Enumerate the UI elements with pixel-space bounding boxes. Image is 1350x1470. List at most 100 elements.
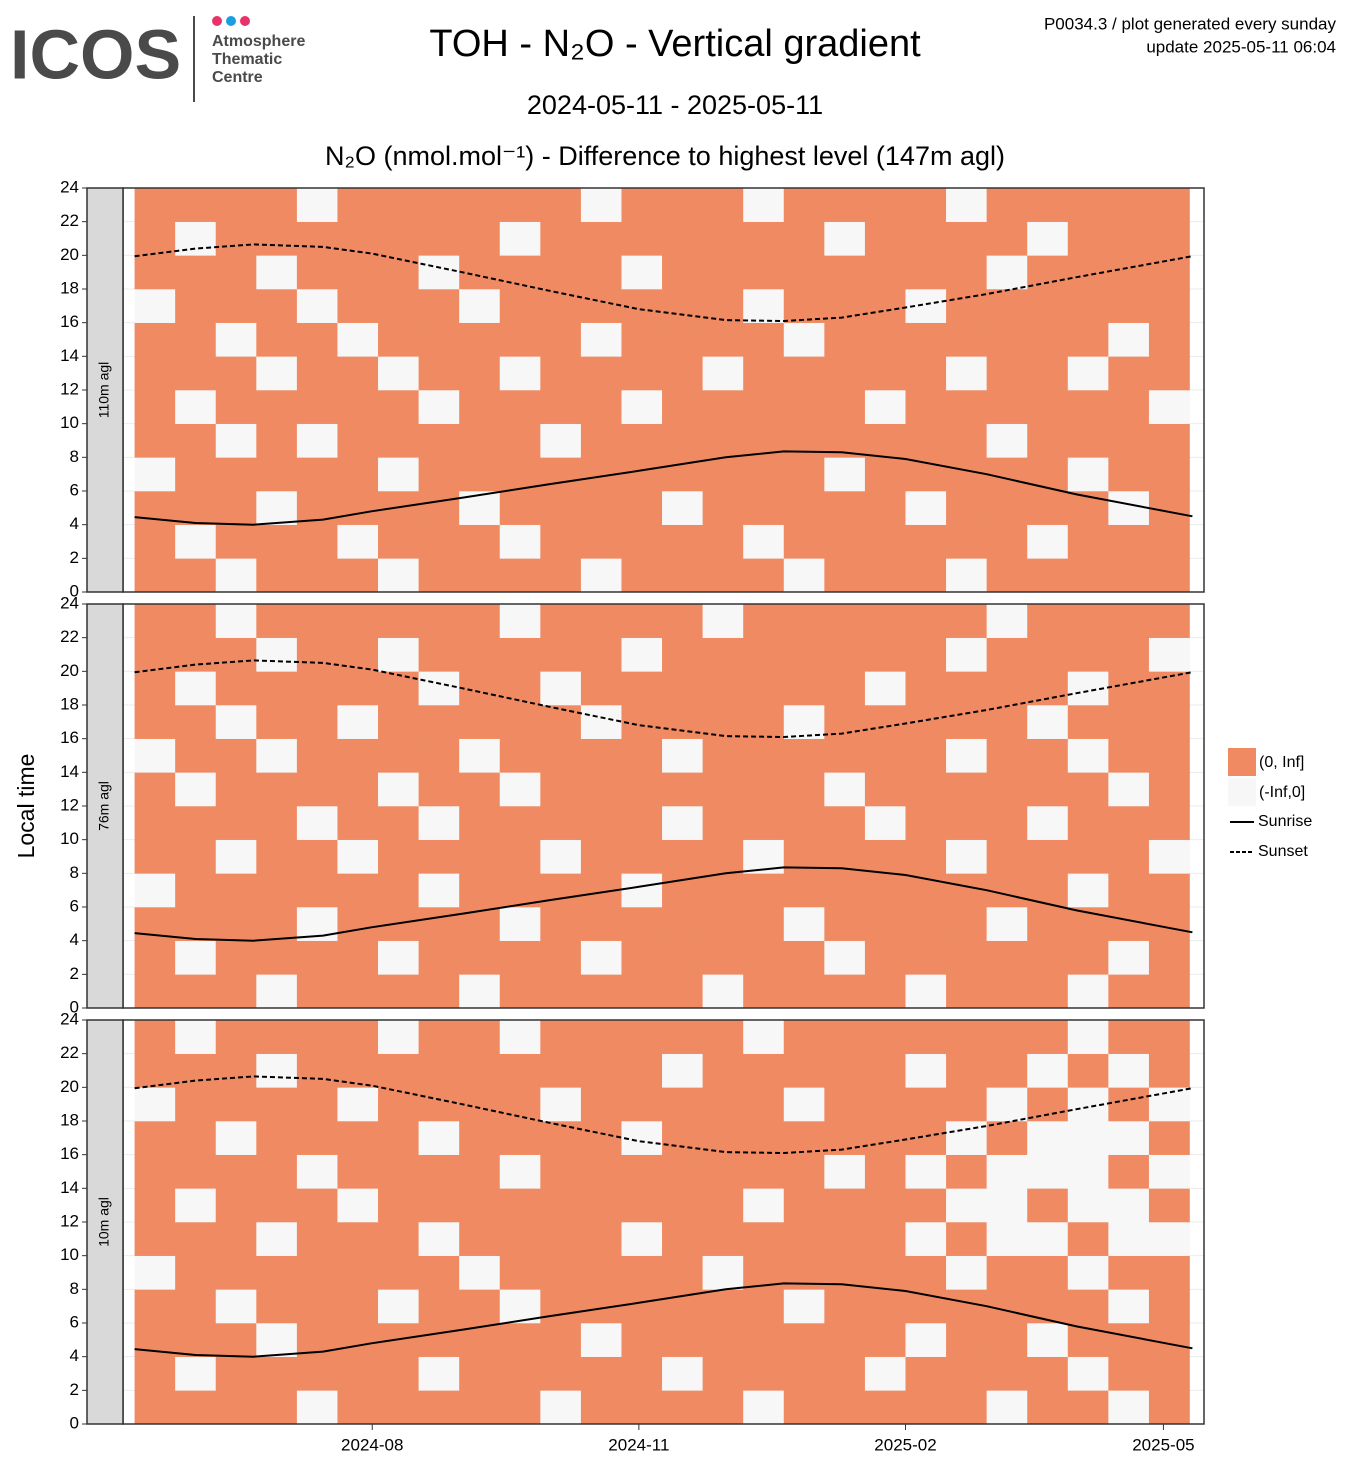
heat-cell xyxy=(1148,604,1190,638)
heat-cell xyxy=(1027,1323,1069,1357)
heat-cell xyxy=(824,457,866,492)
x-tick-label: 2024-11 xyxy=(608,1435,669,1454)
heat-cell xyxy=(621,423,663,458)
heat-cell xyxy=(1027,390,1069,424)
heat-cell xyxy=(1027,940,1069,975)
x-tick-label: 2025-02 xyxy=(874,1435,936,1454)
heat-cell xyxy=(540,1356,582,1391)
heat-cell xyxy=(580,289,622,323)
heat-cell xyxy=(1067,1289,1109,1324)
heat-cell xyxy=(824,806,866,840)
heat-cell xyxy=(621,1289,663,1324)
y-tick-label: 12 xyxy=(60,1211,79,1230)
heat-cell xyxy=(702,772,744,807)
heat-cell xyxy=(824,1356,866,1391)
heat-cell xyxy=(662,356,703,391)
heat-cell xyxy=(459,1289,501,1324)
heat-cell xyxy=(337,188,379,222)
heat-cell xyxy=(702,1020,744,1054)
heat-cell xyxy=(946,221,987,256)
heat-cell xyxy=(662,1121,703,1155)
heat-cell xyxy=(662,390,703,424)
heat-cell xyxy=(1067,558,1109,593)
heat-cell xyxy=(662,322,703,357)
heat-cell xyxy=(986,1020,1028,1054)
heat-cell xyxy=(215,1053,257,1088)
y-tick-label: 0 xyxy=(70,997,79,1016)
heat-cell xyxy=(743,558,785,593)
heat-cell xyxy=(1067,524,1109,559)
heat-cell xyxy=(296,873,338,908)
heat-cell xyxy=(1148,1323,1190,1357)
heat-cell xyxy=(215,772,257,807)
heat-cell xyxy=(337,1154,379,1189)
heat-cell xyxy=(905,558,947,593)
heat-cell xyxy=(459,188,501,222)
heat-cell xyxy=(946,907,987,941)
heat-cell xyxy=(215,524,257,559)
heat-cell xyxy=(783,1323,825,1357)
heat-cell xyxy=(134,524,176,559)
y-tick-label: 18 xyxy=(60,1110,79,1129)
heat-cell xyxy=(662,1087,703,1122)
heat-cell xyxy=(702,524,744,559)
heat-cell xyxy=(378,524,419,559)
logo-line: Atmosphere xyxy=(212,33,305,50)
y-tick-label: 4 xyxy=(70,1346,79,1365)
heat-cell xyxy=(986,1053,1028,1088)
heat-cell xyxy=(134,1255,176,1290)
heat-cell xyxy=(378,940,419,975)
heat-cell xyxy=(580,1087,622,1122)
heat-cell xyxy=(864,705,906,739)
heat-cell xyxy=(783,322,825,357)
heat-cell xyxy=(905,940,947,975)
heat-cell xyxy=(499,1154,541,1189)
heat-cell xyxy=(743,604,785,638)
heat-cell xyxy=(337,604,379,638)
heat-cell xyxy=(134,772,176,807)
heat-cell xyxy=(540,1020,582,1054)
heat-cell xyxy=(580,390,622,424)
heat-cell xyxy=(540,1289,582,1324)
heat-cell xyxy=(378,289,419,323)
heat-cell xyxy=(946,289,987,323)
heat-cell xyxy=(175,772,217,807)
heat-cell xyxy=(418,491,460,525)
heat-cell xyxy=(215,491,257,525)
heat-cell xyxy=(1027,1154,1069,1189)
heat-cell xyxy=(296,423,338,458)
heat-cell xyxy=(499,1323,541,1357)
heat-cell xyxy=(702,839,744,874)
heat-cell xyxy=(905,1188,947,1223)
heat-cell xyxy=(621,604,663,638)
heat-cell xyxy=(540,1255,582,1290)
heat-cell xyxy=(946,1323,987,1357)
heat-cell xyxy=(743,221,785,256)
heat-cell xyxy=(215,1020,257,1054)
y-tick-label: 8 xyxy=(70,863,79,882)
heat-cell xyxy=(1027,188,1069,222)
heat-cell xyxy=(256,491,298,525)
heat-cell xyxy=(337,839,379,874)
y-tick-label: 4 xyxy=(70,514,79,533)
heat-cell xyxy=(1067,457,1109,492)
heat-cell xyxy=(864,738,906,773)
heat-cell xyxy=(702,423,744,458)
heat-cell xyxy=(783,457,825,492)
heat-cell xyxy=(1148,457,1190,492)
heat-cell xyxy=(1027,1356,1069,1391)
y-tick-label: 20 xyxy=(60,245,79,264)
heat-cell xyxy=(1027,806,1069,840)
heat-cell xyxy=(905,1255,947,1290)
heat-cell xyxy=(1108,1289,1150,1324)
heat-cell xyxy=(134,1121,176,1155)
heat-cell xyxy=(134,1053,176,1088)
legend-swatch xyxy=(1228,748,1256,776)
heat-cell xyxy=(256,1289,298,1324)
heat-cell xyxy=(662,558,703,593)
heat-cell xyxy=(1027,1390,1069,1425)
heat-cell xyxy=(215,1289,257,1324)
heat-cell xyxy=(824,705,866,739)
heat-cell xyxy=(743,637,785,672)
heat-cell xyxy=(175,1289,217,1324)
